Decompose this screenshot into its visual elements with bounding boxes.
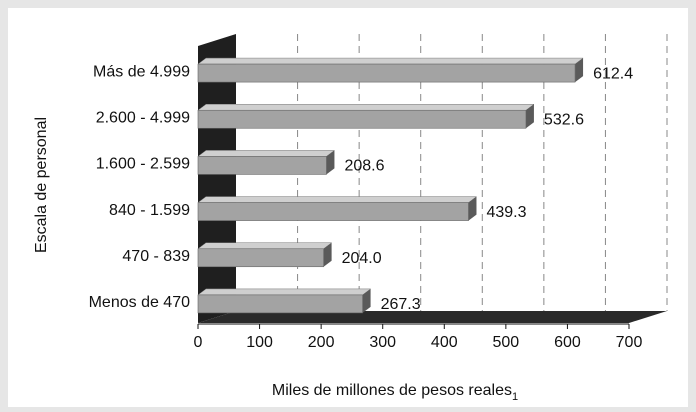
data-label: 267.3 bbox=[381, 296, 421, 313]
bar-top-face bbox=[197, 242, 333, 249]
x-axis-label: Miles de millones de pesos reales1 bbox=[272, 382, 518, 403]
category-label: Más de 4.999 bbox=[93, 63, 190, 80]
bar-top-face bbox=[197, 288, 372, 296]
category-label: 840 - 1.599 bbox=[109, 202, 190, 219]
bar-side-face bbox=[525, 104, 534, 129]
x-tick-label: 700 bbox=[616, 334, 643, 351]
category-label: Menos de 470 bbox=[89, 294, 191, 311]
x-tick-label: 500 bbox=[493, 334, 520, 351]
bar bbox=[197, 63, 576, 83]
floor bbox=[198, 311, 667, 323]
category-label: 470 - 839 bbox=[122, 248, 190, 265]
data-label: 208.6 bbox=[344, 158, 384, 175]
bar-side-face bbox=[575, 58, 584, 83]
x-axis-label-text: Miles de millones de pesos reales bbox=[272, 382, 512, 399]
x-tick-label: 400 bbox=[431, 334, 458, 351]
bar-side-face bbox=[326, 150, 335, 175]
category-label: 2.600 - 4.999 bbox=[96, 109, 190, 126]
data-label: 439.3 bbox=[486, 204, 526, 221]
bar bbox=[197, 202, 469, 221]
bar bbox=[197, 156, 327, 175]
bar bbox=[197, 294, 363, 314]
x-tick-label: 200 bbox=[308, 334, 335, 351]
data-label: 204.0 bbox=[342, 250, 382, 267]
x-tick-label: 0 bbox=[194, 334, 203, 351]
bar-top-face bbox=[197, 104, 535, 111]
x-tick-label: 100 bbox=[246, 334, 273, 351]
data-label: 532.6 bbox=[544, 111, 584, 128]
bar-side-face bbox=[468, 196, 477, 221]
x-axis-label-subscript: 1 bbox=[512, 391, 518, 403]
category-label: 1.600 - 2.599 bbox=[96, 156, 190, 173]
bar-side-face bbox=[323, 242, 332, 267]
bar-top-face bbox=[197, 57, 584, 65]
bar-top-face bbox=[197, 196, 478, 203]
x-tick-label: 600 bbox=[554, 334, 581, 351]
x-tick-label: 300 bbox=[369, 334, 396, 351]
y-axis-label: Escala de personal bbox=[33, 117, 50, 253]
bar-top-face bbox=[197, 150, 336, 157]
bar-side-face bbox=[362, 288, 371, 313]
bar bbox=[197, 109, 527, 129]
data-label: 612.4 bbox=[593, 65, 633, 82]
bar bbox=[197, 248, 324, 268]
